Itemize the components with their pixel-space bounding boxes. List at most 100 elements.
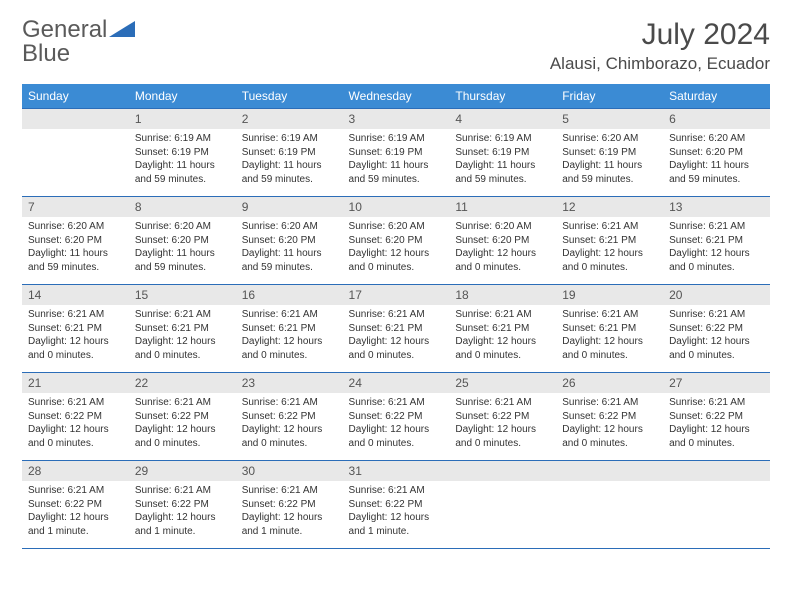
logo-text: General Blue <box>22 18 135 66</box>
calendar-table: SundayMondayTuesdayWednesdayThursdayFrid… <box>22 84 770 549</box>
day-details: Sunrise: 6:19 AMSunset: 6:19 PMDaylight:… <box>236 129 343 192</box>
day-number: 5 <box>556 109 663 129</box>
day-details: Sunrise: 6:20 AMSunset: 6:20 PMDaylight:… <box>236 217 343 280</box>
calendar-cell: 23Sunrise: 6:21 AMSunset: 6:22 PMDayligh… <box>236 373 343 461</box>
calendar-row: 1Sunrise: 6:19 AMSunset: 6:19 PMDaylight… <box>22 109 770 197</box>
daylight-line: Daylight: 12 hours and 1 minute. <box>242 511 337 538</box>
day-details: Sunrise: 6:20 AMSunset: 6:20 PMDaylight:… <box>663 129 770 192</box>
sunrise-line: Sunrise: 6:21 AM <box>669 396 764 410</box>
sunrise-line: Sunrise: 6:21 AM <box>562 396 657 410</box>
sunrise-line: Sunrise: 6:21 AM <box>669 308 764 322</box>
calendar-cell: 6Sunrise: 6:20 AMSunset: 6:20 PMDaylight… <box>663 109 770 197</box>
calendar-cell <box>22 109 129 197</box>
sunrise-line: Sunrise: 6:19 AM <box>455 132 550 146</box>
day-number: 21 <box>22 373 129 393</box>
daylight-line: Daylight: 12 hours and 0 minutes. <box>349 247 444 274</box>
day-number: 13 <box>663 197 770 217</box>
weekday-header: Thursday <box>449 84 556 109</box>
sunset-line: Sunset: 6:22 PM <box>28 410 123 424</box>
day-number: 14 <box>22 285 129 305</box>
calendar-cell: 30Sunrise: 6:21 AMSunset: 6:22 PMDayligh… <box>236 461 343 549</box>
day-number: 7 <box>22 197 129 217</box>
day-details: Sunrise: 6:20 AMSunset: 6:20 PMDaylight:… <box>449 217 556 280</box>
day-details: Sunrise: 6:21 AMSunset: 6:22 PMDaylight:… <box>663 393 770 456</box>
calendar-row: 14Sunrise: 6:21 AMSunset: 6:21 PMDayligh… <box>22 285 770 373</box>
day-details: Sunrise: 6:21 AMSunset: 6:21 PMDaylight:… <box>663 217 770 280</box>
calendar-cell <box>663 461 770 549</box>
sunset-line: Sunset: 6:22 PM <box>349 498 444 512</box>
daylight-line: Daylight: 12 hours and 0 minutes. <box>349 423 444 450</box>
sunrise-line: Sunrise: 6:19 AM <box>349 132 444 146</box>
calendar-row: 7Sunrise: 6:20 AMSunset: 6:20 PMDaylight… <box>22 197 770 285</box>
sunset-line: Sunset: 6:22 PM <box>669 410 764 424</box>
logo-word1: General <box>22 16 107 43</box>
calendar-cell: 16Sunrise: 6:21 AMSunset: 6:21 PMDayligh… <box>236 285 343 373</box>
daylight-line: Daylight: 11 hours and 59 minutes. <box>562 159 657 186</box>
day-number: 28 <box>22 461 129 481</box>
calendar-cell: 21Sunrise: 6:21 AMSunset: 6:22 PMDayligh… <box>22 373 129 461</box>
calendar-cell: 5Sunrise: 6:20 AMSunset: 6:19 PMDaylight… <box>556 109 663 197</box>
calendar-body: 1Sunrise: 6:19 AMSunset: 6:19 PMDaylight… <box>22 109 770 549</box>
calendar-cell: 1Sunrise: 6:19 AMSunset: 6:19 PMDaylight… <box>129 109 236 197</box>
sunset-line: Sunset: 6:22 PM <box>455 410 550 424</box>
daylight-line: Daylight: 12 hours and 0 minutes. <box>669 247 764 274</box>
sunrise-line: Sunrise: 6:21 AM <box>669 220 764 234</box>
calendar-cell: 31Sunrise: 6:21 AMSunset: 6:22 PMDayligh… <box>343 461 450 549</box>
day-number: 9 <box>236 197 343 217</box>
sunrise-line: Sunrise: 6:21 AM <box>28 308 123 322</box>
calendar-cell: 9Sunrise: 6:20 AMSunset: 6:20 PMDaylight… <box>236 197 343 285</box>
sunset-line: Sunset: 6:22 PM <box>135 498 230 512</box>
calendar-cell: 14Sunrise: 6:21 AMSunset: 6:21 PMDayligh… <box>22 285 129 373</box>
daylight-line: Daylight: 11 hours and 59 minutes. <box>455 159 550 186</box>
daylight-line: Daylight: 11 hours and 59 minutes. <box>349 159 444 186</box>
logo: General Blue <box>22 18 135 66</box>
sunrise-line: Sunrise: 6:21 AM <box>349 396 444 410</box>
day-details: Sunrise: 6:21 AMSunset: 6:21 PMDaylight:… <box>22 305 129 368</box>
sunset-line: Sunset: 6:21 PM <box>562 234 657 248</box>
day-details: Sunrise: 6:19 AMSunset: 6:19 PMDaylight:… <box>449 129 556 192</box>
sunset-line: Sunset: 6:22 PM <box>562 410 657 424</box>
sunrise-line: Sunrise: 6:21 AM <box>455 396 550 410</box>
daylight-line: Daylight: 12 hours and 0 minutes. <box>455 335 550 362</box>
sunset-line: Sunset: 6:20 PM <box>28 234 123 248</box>
daylight-line: Daylight: 12 hours and 0 minutes. <box>28 335 123 362</box>
day-number: 17 <box>343 285 450 305</box>
calendar-cell: 3Sunrise: 6:19 AMSunset: 6:19 PMDaylight… <box>343 109 450 197</box>
day-number: 2 <box>236 109 343 129</box>
calendar-cell: 2Sunrise: 6:19 AMSunset: 6:19 PMDaylight… <box>236 109 343 197</box>
sunrise-line: Sunrise: 6:21 AM <box>135 396 230 410</box>
calendar-cell: 12Sunrise: 6:21 AMSunset: 6:21 PMDayligh… <box>556 197 663 285</box>
logo-word2: Blue <box>22 40 70 67</box>
daylight-line: Daylight: 12 hours and 0 minutes. <box>669 423 764 450</box>
calendar-cell <box>556 461 663 549</box>
header: General Blue July 2024 Alausi, Chimboraz… <box>22 18 770 74</box>
daylight-line: Daylight: 11 hours and 59 minutes. <box>242 159 337 186</box>
sunrise-line: Sunrise: 6:20 AM <box>135 220 230 234</box>
weekday-header: Wednesday <box>343 84 450 109</box>
sunset-line: Sunset: 6:20 PM <box>349 234 444 248</box>
day-details: Sunrise: 6:21 AMSunset: 6:22 PMDaylight:… <box>129 393 236 456</box>
day-number: 26 <box>556 373 663 393</box>
calendar-row: 21Sunrise: 6:21 AMSunset: 6:22 PMDayligh… <box>22 373 770 461</box>
day-number-empty <box>663 461 770 481</box>
day-details: Sunrise: 6:21 AMSunset: 6:21 PMDaylight:… <box>343 305 450 368</box>
daylight-line: Daylight: 12 hours and 1 minute. <box>28 511 123 538</box>
daylight-line: Daylight: 11 hours and 59 minutes. <box>669 159 764 186</box>
calendar-cell: 18Sunrise: 6:21 AMSunset: 6:21 PMDayligh… <box>449 285 556 373</box>
calendar-cell: 7Sunrise: 6:20 AMSunset: 6:20 PMDaylight… <box>22 197 129 285</box>
day-details: Sunrise: 6:21 AMSunset: 6:22 PMDaylight:… <box>556 393 663 456</box>
sunset-line: Sunset: 6:20 PM <box>135 234 230 248</box>
day-details: Sunrise: 6:21 AMSunset: 6:22 PMDaylight:… <box>236 481 343 544</box>
day-number-empty <box>449 461 556 481</box>
day-number: 22 <box>129 373 236 393</box>
sunset-line: Sunset: 6:21 PM <box>562 322 657 336</box>
daylight-line: Daylight: 12 hours and 0 minutes. <box>242 335 337 362</box>
day-details: Sunrise: 6:21 AMSunset: 6:22 PMDaylight:… <box>343 481 450 544</box>
calendar-cell: 26Sunrise: 6:21 AMSunset: 6:22 PMDayligh… <box>556 373 663 461</box>
title-block: July 2024 Alausi, Chimborazo, Ecuador <box>550 18 770 74</box>
calendar-cell: 24Sunrise: 6:21 AMSunset: 6:22 PMDayligh… <box>343 373 450 461</box>
day-details: Sunrise: 6:21 AMSunset: 6:21 PMDaylight:… <box>556 305 663 368</box>
sunrise-line: Sunrise: 6:21 AM <box>242 396 337 410</box>
sunrise-line: Sunrise: 6:20 AM <box>455 220 550 234</box>
sunset-line: Sunset: 6:19 PM <box>455 146 550 160</box>
